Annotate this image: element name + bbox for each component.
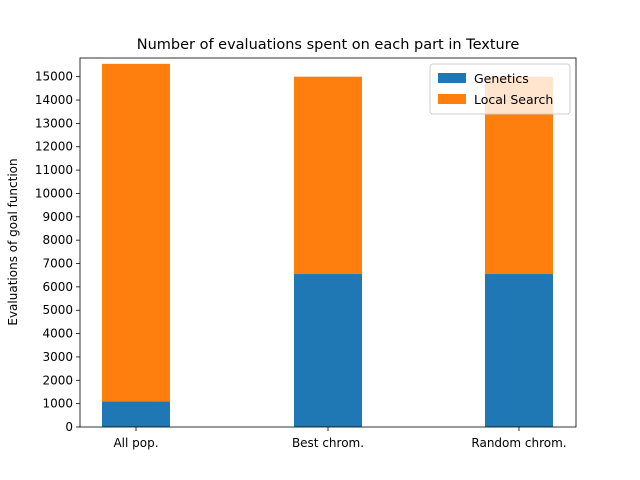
bar-local-search-1 xyxy=(294,76,362,275)
y-tick-label: 0 xyxy=(65,420,73,434)
y-axis-label: Evaluations of goal function xyxy=(6,158,20,325)
bar-genetics-0 xyxy=(102,401,170,427)
y-tick-label: 7000 xyxy=(42,257,73,271)
legend-label-local-search: Local Search xyxy=(474,92,553,107)
y-tick-label: 3000 xyxy=(42,350,73,364)
y-tick-label: 11000 xyxy=(35,163,73,177)
legend: Genetics Local Search xyxy=(429,63,571,115)
y-tick-label: 9000 xyxy=(42,210,73,224)
bar-genetics-1 xyxy=(294,274,362,427)
chart-title: Number of evaluations spent on each part… xyxy=(137,37,520,53)
y-tick-label: 13000 xyxy=(35,116,73,130)
x-tick-label: All pop. xyxy=(113,436,158,450)
x-tick-label: Random chrom. xyxy=(471,436,566,450)
y-tick-label: 6000 xyxy=(42,280,73,294)
y-tick-label: 5000 xyxy=(42,303,73,317)
y-tick-label: 2000 xyxy=(42,373,73,387)
y-tick-label: 12000 xyxy=(35,140,73,154)
y-tick-label: 1000 xyxy=(42,397,73,411)
legend-label-genetics: Genetics xyxy=(474,71,529,86)
y-tick-label: 8000 xyxy=(42,233,73,247)
legend-swatch-genetics xyxy=(438,73,466,83)
x-tick-label: Best chrom. xyxy=(292,436,364,450)
y-tick-label: 15000 xyxy=(35,70,73,84)
y-tick-label: 10000 xyxy=(35,186,73,200)
bar-genetics-2 xyxy=(485,274,553,427)
y-tick-label: 4000 xyxy=(42,327,73,341)
plot-area: All pop. Best chrom. Random chrom. 0 1000 200… xyxy=(35,57,577,450)
legend-swatch-local-search xyxy=(438,94,466,104)
bar-local-search-0 xyxy=(102,63,170,402)
y-tick-label: 14000 xyxy=(35,93,73,107)
axes-frame xyxy=(79,57,577,428)
